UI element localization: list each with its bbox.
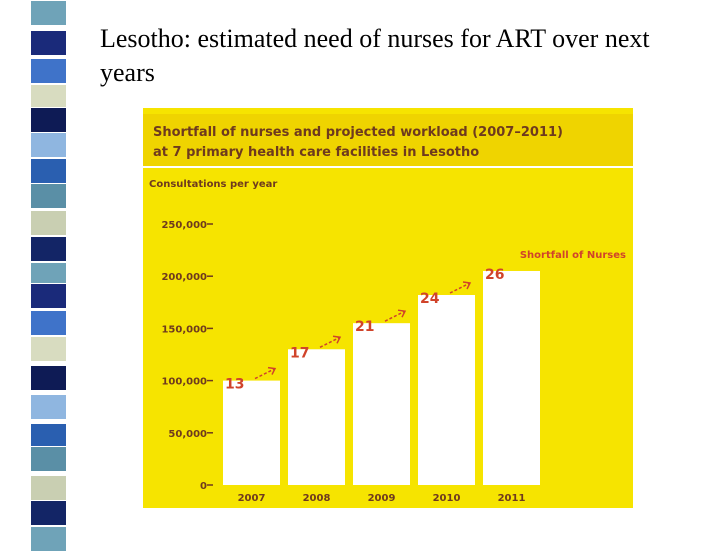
trend-arrowhead xyxy=(267,366,277,375)
stripe-block xyxy=(30,107,67,133)
slide-title: Lesotho: estimated need of nurses for AR… xyxy=(100,24,650,87)
stripe-block xyxy=(30,394,67,420)
y-tick-label: 50,000 xyxy=(168,429,207,440)
stripe-block xyxy=(30,84,67,110)
chart-header: Shortfall of nurses and projected worklo… xyxy=(143,114,633,166)
stripe-block xyxy=(30,500,67,526)
bar-data-label: 21 xyxy=(355,319,374,335)
stripe-block xyxy=(30,158,67,184)
chart-annotation: Shortfall of Nurses xyxy=(520,250,626,261)
x-tick-label: 2009 xyxy=(368,493,396,504)
chart-title-line2: at 7 primary health care facilities in L… xyxy=(153,145,480,160)
x-tick-label: 2008 xyxy=(303,493,331,504)
y-tick-label: 250,000 xyxy=(161,220,207,231)
bar xyxy=(353,323,410,485)
stripe-block xyxy=(30,30,67,56)
stripe-block xyxy=(30,183,67,209)
bar-data-label: 26 xyxy=(485,267,504,283)
bar xyxy=(223,380,280,485)
bar-data-label: 13 xyxy=(225,377,244,393)
trend-arrow xyxy=(449,282,471,294)
bar xyxy=(483,270,540,485)
stripe-block xyxy=(30,446,67,472)
stripe-block xyxy=(30,310,67,336)
trend-arrowhead xyxy=(462,281,472,290)
bar xyxy=(418,294,475,485)
x-tick-label: 2011 xyxy=(498,493,526,504)
bar xyxy=(288,349,345,485)
chart-title-line1: Shortfall of nurses and projected worklo… xyxy=(153,125,563,140)
header-divider xyxy=(143,166,633,168)
trend-arrow xyxy=(319,336,341,348)
trend-arrow xyxy=(254,367,276,380)
stripe-block xyxy=(30,526,67,552)
decorative-stripe xyxy=(0,0,70,552)
y-tick-label: 100,000 xyxy=(161,377,207,388)
stripe-block xyxy=(30,475,67,501)
y-tick-label: 200,000 xyxy=(161,272,207,283)
stripe-block xyxy=(30,0,67,26)
stripe-block xyxy=(30,365,67,391)
stripe-block xyxy=(30,132,67,158)
stripe-block xyxy=(30,283,67,309)
bar-data-label: 24 xyxy=(420,291,440,307)
trend-arrowhead xyxy=(397,309,407,318)
trend-arrow xyxy=(384,310,406,322)
stripe-block xyxy=(30,210,67,236)
y-axis-label: Consultations per year xyxy=(149,179,277,190)
x-tick-label: 2007 xyxy=(238,493,266,504)
stripe-block xyxy=(30,58,67,84)
stripe-block xyxy=(30,336,67,362)
bar-data-label: 17 xyxy=(290,345,309,361)
stripe-block xyxy=(30,236,67,262)
chart-panel: Shortfall of nurses and projected worklo… xyxy=(143,108,633,508)
y-tick-label: 0 xyxy=(200,481,207,492)
trend-arrowhead xyxy=(332,335,342,344)
chart-plot: Consultations per year 0 50,000 100,000 150,… xyxy=(149,179,626,504)
x-tick-label: 2010 xyxy=(433,493,461,504)
y-tick-label: 150,000 xyxy=(161,324,207,335)
